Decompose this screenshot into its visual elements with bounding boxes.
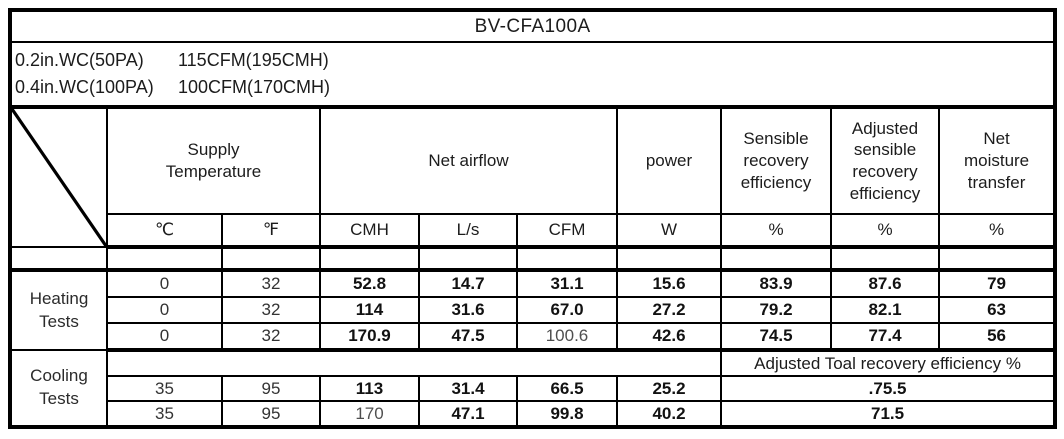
diagonal-line [12, 109, 106, 246]
data-cell: 32 [221, 322, 321, 352]
adjusted-total-header-cell: Adjusted Toal recovery efficiency % [719, 349, 1057, 377]
heating-row-2: 0 32 114 31.6 67.0 27.2 79.2 82.1 63 [10, 296, 1057, 324]
data-cell: 31.4 [418, 375, 518, 402]
unit-celsius: ℃ [106, 213, 223, 249]
header-supply-temperature: Supply Temperature [106, 106, 321, 215]
data-cell: 0 [106, 269, 223, 298]
unit-cmh: CMH [319, 213, 420, 249]
data-cell: 0 [106, 296, 223, 324]
data-cell: 35 [106, 400, 223, 428]
data-cell: 79.2 [720, 296, 832, 324]
data-cell: 87.6 [830, 269, 940, 298]
data-cell: 32 [221, 269, 321, 298]
data-cell: 95 [221, 400, 321, 428]
spacer-cell [221, 246, 321, 272]
data-cell: 100.6 [516, 322, 618, 352]
unit-percent: % [937, 213, 1057, 249]
section-label-heating-tests: Heating Tests [9, 269, 108, 351]
header-net-airflow: Net airflow [319, 106, 618, 215]
heating-row-1: Heating Tests 0 32 52.8 14.7 31.1 15.6 8… [9, 269, 1057, 351]
title-row: BV-CFA100A [8, 9, 1057, 43]
rating-pressure: 0.4in.WC(100PA) [15, 77, 154, 97]
data-cell: 52.8 [319, 269, 420, 298]
spacer-cell [106, 246, 223, 272]
data-cell: 56 [937, 322, 1057, 352]
heating-row-3: 0 32 170.9 47.5 100.6 42.6 74.5 77.4 56 [10, 322, 1057, 352]
unit-cfm: CFM [516, 213, 618, 249]
data-cell: 67.0 [516, 296, 618, 324]
unit-percent: % [830, 213, 940, 249]
spacer-cell [720, 246, 832, 272]
data-cell: 14.7 [418, 269, 518, 298]
spacer-cell [830, 246, 940, 272]
spacer-row [9, 246, 1057, 272]
data-cell: 31.6 [418, 296, 518, 324]
header-power: power [616, 106, 722, 215]
section-label-cooling-tests: Cooling Tests [9, 349, 108, 428]
unit-ls: L/s [418, 213, 518, 249]
spacer-cell [9, 246, 108, 272]
rating-pressure: 0.2in.WC(50PA) [15, 50, 144, 70]
spacer-cell [418, 246, 518, 272]
spacer-cell [106, 349, 722, 377]
cooling-row-2: 35 95 113 31.4 66.5 25.2 .75.5 [10, 375, 1057, 402]
unit-watt: W [616, 213, 722, 249]
data-cell: 83.9 [720, 269, 832, 298]
data-cell: 114 [319, 296, 420, 324]
data-cell: 25.2 [616, 375, 722, 402]
spacer-cell [516, 246, 618, 272]
diagonal-header-cell [9, 106, 108, 248]
data-cell: 15.6 [616, 269, 722, 298]
data-cell: 77.4 [830, 322, 940, 352]
header-row: Supply Temperature Net airflow power Sen… [9, 106, 1057, 248]
data-cell: 113 [319, 375, 420, 402]
spacer-cell [616, 246, 722, 272]
data-cell: 35 [106, 375, 223, 402]
spec-table: BV-CFA100A 0.2in.WC(50PA) 115CFM(195CMH) … [8, 8, 1058, 429]
unit-fahrenheit: ℉ [221, 213, 321, 249]
rating-airflow: 115CFM(195CMH) [178, 50, 329, 70]
units-row: ℃ ℉ CMH L/s CFM W % % % [10, 213, 1057, 249]
data-cell: 31.1 [516, 269, 618, 298]
data-cell: 79 [937, 269, 1057, 298]
data-cell: 170 [319, 400, 420, 428]
data-cell: 74.5 [720, 322, 832, 352]
data-cell: 47.5 [418, 322, 518, 352]
adjusted-total-value-cell: 71.5 [719, 400, 1057, 428]
header-sensible-recovery-efficiency: Sensible recovery efficiency [720, 106, 832, 215]
cooling-row-1: Cooling Tests Adjusted Toal recovery eff… [9, 349, 1057, 428]
spacer-cell [319, 246, 420, 272]
data-cell: 66.5 [516, 375, 618, 402]
data-cell: 47.1 [418, 400, 518, 428]
data-cell: 95 [221, 375, 321, 402]
data-cell: 99.8 [516, 400, 618, 428]
data-cell: 40.2 [616, 400, 722, 428]
rating-airflow: 100CFM(170CMH) [178, 77, 331, 97]
rating-line: 0.2in.WC(50PA) 115CFM(195CMH) [15, 47, 1053, 74]
static-pressure-ratings: 0.2in.WC(50PA) 115CFM(195CMH) 0.4in.WC(10… [8, 41, 1057, 109]
model-title: BV-CFA100A [8, 9, 1057, 43]
cooling-row-3: 35 95 170 47.1 99.8 40.2 71.5 [10, 400, 1057, 428]
data-cell: 63 [937, 296, 1057, 324]
header-net-moisture-transfer: Net moisture transfer [937, 106, 1057, 215]
data-cell: 42.6 [616, 322, 722, 352]
rating-line: 0.4in.WC(100PA) 100CFM(170CMH) [15, 74, 1053, 101]
data-cell: 0 [106, 322, 223, 352]
spacer-cell [937, 246, 1057, 272]
data-cell: 27.2 [616, 296, 722, 324]
adjusted-total-value-cell: .75.5 [719, 375, 1057, 402]
data-cell: 32 [221, 296, 321, 324]
ratings-row: 0.2in.WC(50PA) 115CFM(195CMH) 0.4in.WC(10… [8, 41, 1057, 109]
unit-percent: % [720, 213, 832, 249]
data-cell: 82.1 [830, 296, 940, 324]
data-cell: 170.9 [319, 322, 420, 352]
header-adjusted-sensible-recovery-efficiency: Adjusted sensible recovery efficiency [830, 106, 940, 215]
